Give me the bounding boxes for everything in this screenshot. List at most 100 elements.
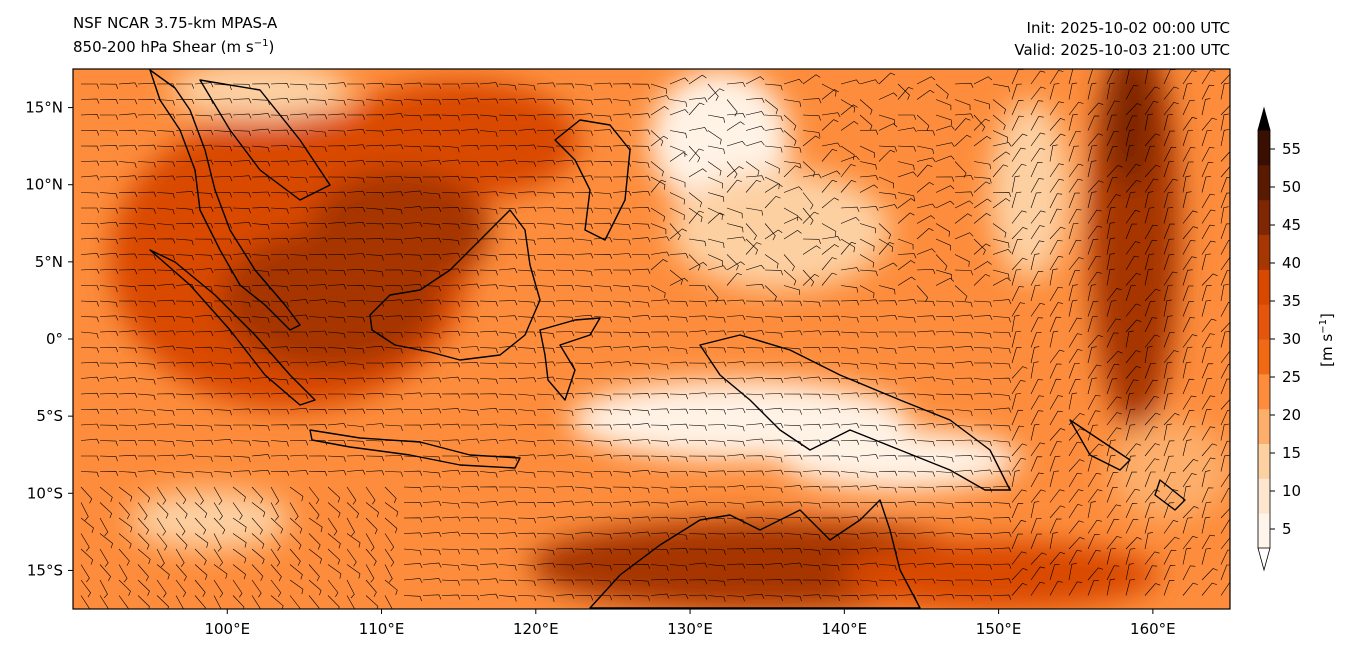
wind-barb xyxy=(897,486,916,493)
wind-barb xyxy=(403,595,422,602)
wind-barb xyxy=(156,579,167,598)
wind-barb xyxy=(517,269,536,277)
wind-barb xyxy=(1163,393,1173,410)
wind-barb xyxy=(498,207,517,214)
wind-barb xyxy=(783,595,802,602)
wind-barb xyxy=(631,129,651,135)
wind-barb xyxy=(422,393,442,399)
wind-barb xyxy=(99,564,111,582)
wind-barb xyxy=(99,347,119,353)
wind-barb xyxy=(878,123,898,131)
wind-barb xyxy=(517,316,536,323)
wind-barb xyxy=(270,486,280,505)
wind-barb xyxy=(251,392,271,398)
wind-barb xyxy=(954,424,973,432)
wind-barb xyxy=(347,83,366,89)
wind-barb xyxy=(878,223,892,240)
wind-barb xyxy=(650,578,670,584)
wind-barb xyxy=(156,207,175,215)
wind-barb xyxy=(688,562,708,568)
wind-barb xyxy=(232,316,251,323)
wind-barb xyxy=(574,130,593,136)
wind-barb xyxy=(232,440,251,446)
wind-barb xyxy=(954,548,973,555)
wind-barb xyxy=(536,486,555,493)
wind-barb xyxy=(156,130,175,137)
wind-barb xyxy=(156,595,169,609)
wind-barb xyxy=(669,393,688,400)
wind-barb xyxy=(1125,272,1142,286)
wind-barb xyxy=(707,88,725,100)
wind-barb xyxy=(555,285,574,291)
wind-barb xyxy=(422,237,442,243)
wind-barb xyxy=(1030,566,1046,581)
wind-barb xyxy=(783,315,803,321)
wind-barb xyxy=(631,516,651,522)
wind-barb xyxy=(650,346,670,352)
wind-barb xyxy=(308,393,327,400)
wind-barb xyxy=(422,501,442,507)
wind-barb xyxy=(213,347,232,354)
wind-barb xyxy=(1068,163,1084,178)
wind-barb xyxy=(650,502,669,508)
wind-barb xyxy=(992,191,1012,198)
wind-barb xyxy=(1182,240,1196,255)
wind-barb xyxy=(213,595,222,609)
wind-barb xyxy=(593,160,613,167)
wind-barb xyxy=(859,362,878,370)
wind-barb xyxy=(1049,395,1063,410)
wind-barb xyxy=(1106,237,1116,255)
wind-barb xyxy=(916,89,935,100)
wind-barb xyxy=(840,362,859,370)
wind-barb xyxy=(176,83,195,89)
wind-barb xyxy=(271,254,290,260)
wind-barb xyxy=(726,578,746,584)
wind-barb xyxy=(99,252,119,258)
wind-barb xyxy=(1144,239,1158,255)
wind-barb xyxy=(574,501,594,507)
wind-barb xyxy=(973,548,993,554)
wind-barb xyxy=(916,486,935,493)
wind-barb xyxy=(308,408,328,415)
wind-barb xyxy=(1125,443,1141,457)
wind-barb xyxy=(954,200,974,209)
wind-barb xyxy=(821,300,841,306)
wind-barb xyxy=(327,191,347,197)
wind-barb xyxy=(726,454,746,460)
wind-barb xyxy=(81,223,100,229)
wind-barb xyxy=(1087,69,1094,85)
wind-barb xyxy=(878,262,898,271)
wind-barb xyxy=(80,564,90,583)
wind-barb xyxy=(346,268,366,275)
wind-barb xyxy=(916,547,936,553)
wind-barb xyxy=(365,470,385,476)
wind-barb xyxy=(1163,315,1173,333)
wind-barb xyxy=(422,254,442,260)
wind-barb xyxy=(441,516,461,522)
wind-barb xyxy=(327,176,347,182)
wind-barb xyxy=(384,362,404,368)
wind-barb xyxy=(555,533,574,540)
lat-tick-label: 10°S xyxy=(27,484,63,502)
wind-barb xyxy=(175,283,195,289)
wind-barb xyxy=(460,548,479,555)
wind-barb xyxy=(1163,102,1179,116)
wind-barb xyxy=(897,578,917,584)
wind-barb xyxy=(973,564,992,570)
wind-barb xyxy=(327,206,347,212)
wind-barb xyxy=(1030,240,1045,255)
wind-barb xyxy=(898,114,917,120)
wind-barb xyxy=(955,564,974,570)
wind-barb xyxy=(840,579,859,586)
wind-barb xyxy=(707,548,726,555)
wind-barb xyxy=(270,269,290,275)
wind-barb xyxy=(802,300,821,308)
wind-barb xyxy=(1011,133,1028,147)
wind-barb xyxy=(403,486,422,493)
wind-barb xyxy=(688,533,707,539)
wind-barb xyxy=(1220,301,1230,317)
wind-barb xyxy=(1201,582,1217,596)
wind-barb xyxy=(669,207,685,221)
wind-barb xyxy=(365,285,384,292)
wind-barb xyxy=(1220,82,1230,100)
